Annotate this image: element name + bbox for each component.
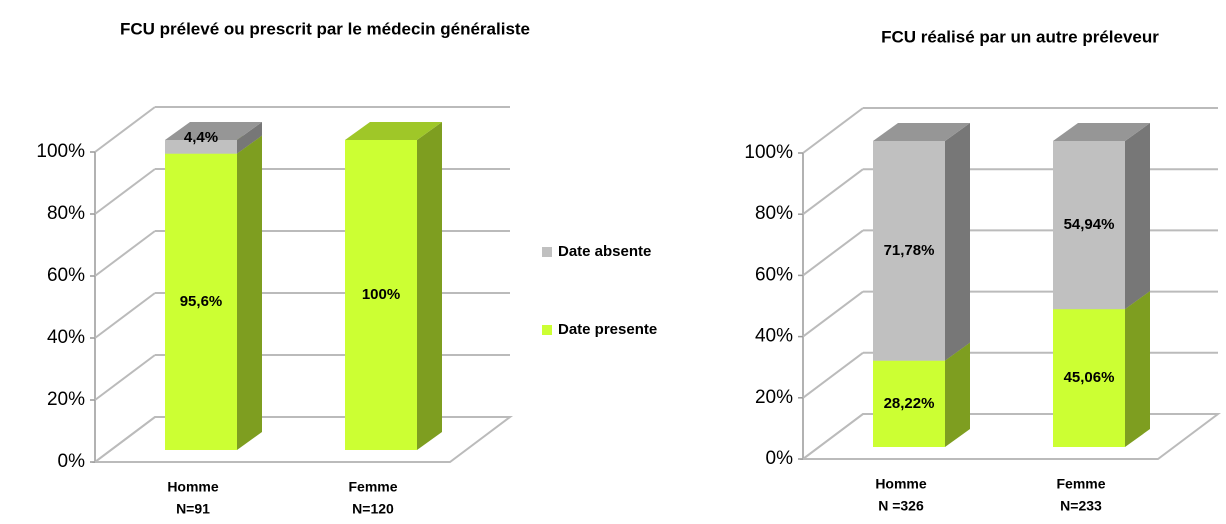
grid-line — [94, 168, 156, 215]
x-tick-label: Femme — [348, 479, 397, 495]
bar-segment — [1053, 309, 1125, 447]
y-tick-label: 100% — [744, 142, 793, 163]
bar-side — [237, 122, 262, 154]
y-tick-label: 0% — [58, 451, 86, 472]
y-tick-label: 40% — [47, 327, 85, 348]
value-label: 71,78% — [884, 242, 935, 259]
x-tick-label: Femme — [1056, 476, 1105, 492]
grid-line — [94, 292, 156, 339]
chart-title: FCU réalisé par un autre préleveur — [881, 27, 1159, 46]
chart-title: FCU prélevé ou prescrit par le médecin g… — [120, 19, 530, 38]
bar-side — [945, 123, 970, 361]
x-tick-label: N =326 — [878, 498, 924, 514]
value-label: 95,6% — [180, 293, 223, 310]
bar-segment — [345, 140, 417, 450]
y-tick-label: 20% — [47, 389, 85, 410]
y-tick-label: 60% — [47, 265, 85, 286]
bar-top — [345, 122, 442, 140]
grid-line — [802, 413, 864, 460]
y-tick-label: 60% — [755, 264, 793, 285]
legend-label: Date absente — [558, 243, 651, 260]
grid-line — [802, 290, 864, 338]
bar-side — [237, 135, 262, 450]
value-label: 100% — [362, 286, 400, 303]
bar-top — [1053, 123, 1150, 141]
legend-swatch — [542, 325, 552, 335]
x-tick-label: Homme — [875, 476, 927, 492]
y-tick-label: 80% — [47, 203, 85, 224]
grid-line — [94, 416, 156, 463]
y-tick-label: 20% — [755, 387, 793, 408]
bar-segment — [1053, 141, 1125, 310]
legend-swatch — [542, 247, 552, 257]
y-tick-label: 0% — [766, 448, 794, 469]
grid-line — [802, 168, 864, 215]
bar-side — [417, 122, 442, 450]
floor — [800, 413, 1221, 460]
bar-segment — [165, 140, 237, 154]
bar-segment — [873, 360, 945, 447]
value-label: 4,4% — [184, 129, 218, 146]
grid-line — [94, 106, 156, 153]
bar-segment — [873, 141, 945, 361]
x-tick-label: N=233 — [1060, 498, 1102, 514]
floor — [92, 416, 513, 463]
bar-segment — [165, 153, 237, 450]
bar-top — [165, 122, 262, 140]
grid-line — [802, 229, 864, 277]
bar-side — [1125, 291, 1150, 447]
legend-label: Date presente — [558, 321, 657, 338]
bar-top — [873, 123, 970, 141]
value-label: 28,22% — [884, 395, 935, 412]
bar-side — [1125, 123, 1150, 310]
x-tick-label: N=120 — [352, 501, 394, 517]
x-tick-label: N=91 — [176, 501, 210, 517]
y-tick-label: 100% — [36, 141, 85, 162]
y-tick-label: 80% — [755, 203, 793, 224]
value-label: 54,94% — [1064, 216, 1115, 233]
x-tick-label: Homme — [167, 479, 219, 495]
bar-side — [945, 342, 970, 447]
grid-line — [802, 351, 864, 399]
grid-line — [94, 354, 156, 401]
grid-line — [802, 107, 864, 154]
y-tick-label: 40% — [755, 326, 793, 347]
value-label: 45,06% — [1064, 369, 1115, 386]
grid-line — [94, 230, 156, 277]
